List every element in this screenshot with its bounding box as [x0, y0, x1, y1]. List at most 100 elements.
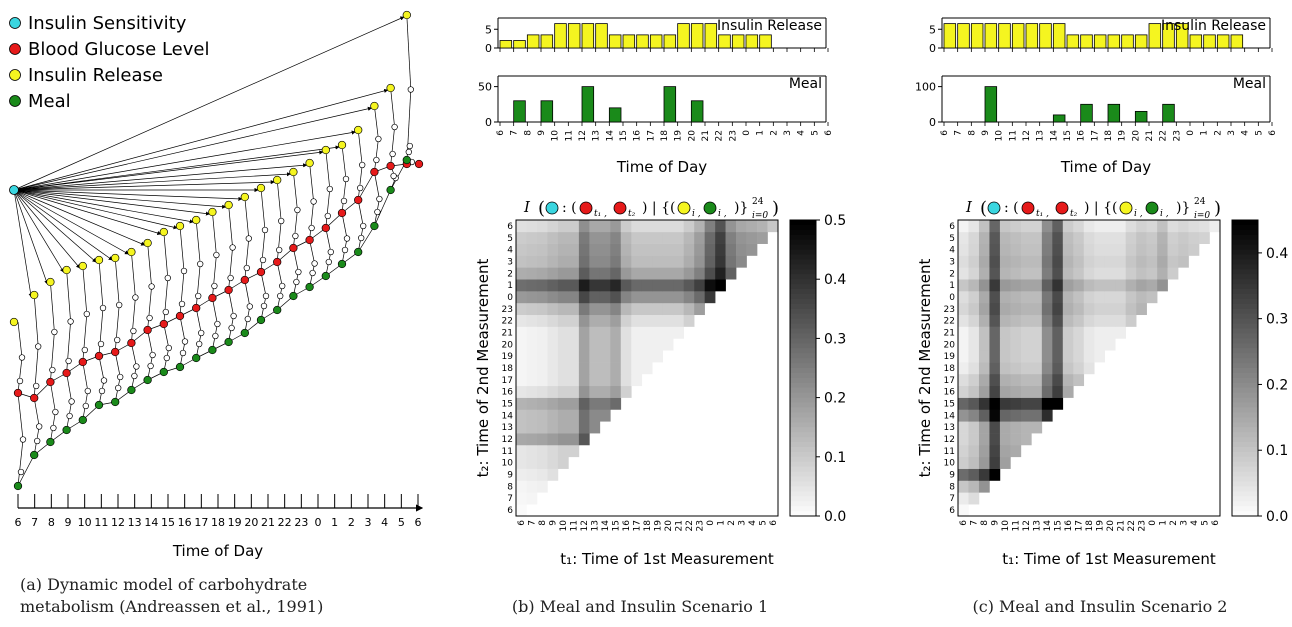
colorbar-segment	[1232, 437, 1258, 443]
colorbar-tick-label: 0.5	[824, 213, 846, 229]
colorbar-segment	[1232, 323, 1258, 330]
heat-cell	[999, 231, 1011, 244]
heat-cell	[958, 231, 969, 244]
heat-cell	[1052, 314, 1064, 327]
glucose-node	[414, 159, 424, 169]
heat-cell	[704, 220, 716, 233]
heat-cell	[1062, 314, 1074, 327]
heat-cell	[547, 373, 559, 387]
colorbar-segment	[790, 506, 816, 512]
heat-cell	[1010, 291, 1022, 304]
hidden-node	[50, 424, 57, 432]
hidden-node	[311, 260, 318, 267]
colorbar-segment	[790, 229, 816, 236]
heat-cell	[1010, 231, 1022, 244]
hidden-node	[97, 340, 105, 348]
heat-cell	[999, 433, 1011, 446]
heat-cell	[704, 231, 716, 244]
heat-cell	[968, 397, 980, 410]
hidden-node	[341, 246, 349, 254]
heat-cell	[958, 373, 969, 387]
y-tick-label: 2	[949, 269, 955, 279]
heat-cell	[1083, 243, 1095, 256]
insulin-node	[321, 145, 330, 155]
heat-cell	[999, 421, 1011, 434]
heat-cell	[1073, 373, 1085, 387]
heat-cell	[958, 409, 969, 422]
heatmap-2: 6677889910101111121213131414151516161717…	[916, 197, 1288, 568]
y-tick-label: 5	[949, 234, 955, 244]
x-tick-label: 6	[769, 520, 779, 526]
heat-cell	[589, 373, 601, 387]
heat-cell	[568, 421, 580, 434]
heat-cell	[589, 291, 601, 304]
edge	[13, 189, 243, 201]
heat-cell	[1041, 326, 1053, 339]
heat-cell	[725, 255, 737, 268]
bar	[499, 40, 513, 49]
heat-cell	[662, 243, 674, 256]
edge	[131, 297, 136, 344]
colorbar-frame	[789, 219, 817, 517]
x-tick-label: 3	[737, 520, 747, 526]
edge	[13, 189, 33, 298]
heat-cell	[547, 350, 559, 363]
tick-label: 16	[178, 516, 192, 529]
bar-x-axis-title: Time of Day	[616, 158, 707, 176]
colorbar-segment	[1232, 220, 1258, 226]
bar	[1230, 34, 1244, 49]
heat-cell	[568, 302, 580, 316]
heat-cell	[1125, 314, 1137, 327]
bar	[1080, 103, 1093, 123]
heat-cell	[662, 255, 674, 268]
heat-cell	[526, 492, 538, 505]
heat-cell	[536, 302, 548, 316]
caption-a-line2: metabolism (Andreassen et al., 1991)	[20, 597, 323, 616]
heat-cell	[620, 291, 632, 304]
heat-cell	[989, 350, 1001, 363]
heat-cell	[578, 350, 590, 363]
heat-cell	[958, 492, 969, 505]
hidden-node	[326, 185, 333, 193]
y-tick-label: 21	[944, 328, 955, 338]
colorbar-segment	[1232, 412, 1258, 418]
edge	[163, 231, 169, 279]
hidden-node	[212, 332, 219, 340]
hidden-node	[132, 294, 139, 301]
heat-cell	[1167, 231, 1179, 244]
heat-cell	[978, 468, 990, 481]
x-tick-label: 11	[564, 130, 574, 141]
colorbar-segment	[790, 338, 816, 344]
hidden-node	[375, 135, 382, 143]
heat-cell	[1010, 362, 1022, 375]
heat-cell	[1125, 291, 1137, 304]
heat-cell	[1073, 326, 1085, 339]
colorbar-segment	[790, 284, 816, 290]
heat-cell	[516, 504, 527, 517]
heat-cell	[589, 314, 601, 327]
meal-node	[321, 271, 330, 281]
heat-cell	[968, 362, 980, 375]
bar	[581, 86, 595, 123]
heat-cell	[958, 397, 969, 410]
heat-cell	[1010, 433, 1022, 446]
heat-cell	[610, 267, 622, 280]
heat-cell	[599, 291, 611, 304]
heat-cell	[1041, 397, 1053, 410]
bar	[745, 34, 759, 49]
glucose-node	[62, 368, 71, 378]
colorbar-segment	[790, 259, 816, 265]
heat-cell	[620, 350, 632, 363]
heat-cell	[1073, 350, 1085, 363]
x-tick-label: 1	[756, 130, 766, 136]
colorbar-segment	[790, 422, 816, 428]
heat-cell	[516, 231, 527, 244]
heat-cell	[978, 409, 990, 422]
edge	[325, 188, 331, 229]
x-tick-label: 20	[1106, 520, 1116, 532]
hidden-node	[227, 274, 234, 282]
y-tick-label: 16	[502, 388, 514, 398]
heat-cell	[1104, 338, 1116, 351]
edge	[357, 171, 375, 201]
bar	[1175, 23, 1189, 49]
